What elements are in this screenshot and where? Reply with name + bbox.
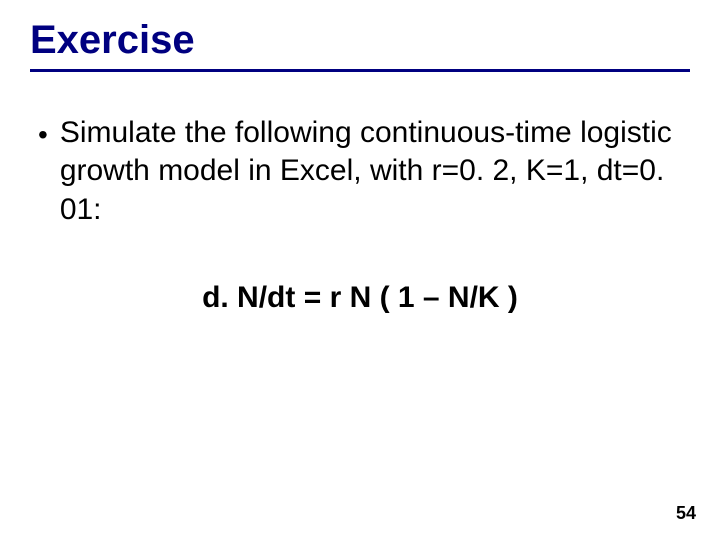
equation: d. N/dt = r N ( 1 – N/K ) xyxy=(30,281,690,315)
slide-title: Exercise xyxy=(30,18,690,72)
page-number: 54 xyxy=(676,503,696,524)
bullet-marker: • xyxy=(38,118,48,152)
bullet-item: • Simulate the following continuous-time… xyxy=(30,114,690,229)
slide-container: Exercise • Simulate the following contin… xyxy=(0,0,720,540)
bullet-text: Simulate the following continuous-time l… xyxy=(60,114,680,229)
